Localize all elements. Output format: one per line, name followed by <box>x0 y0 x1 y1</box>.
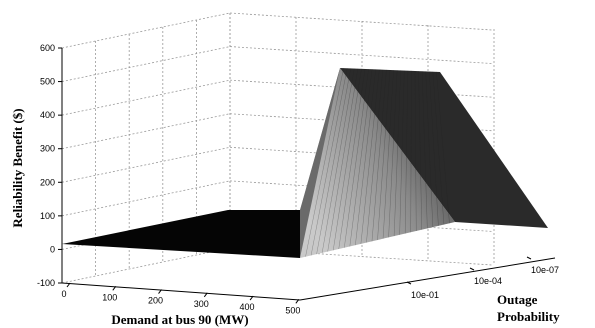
surface-mesh-line <box>388 70 398 238</box>
surface-mesh-line <box>377 69 391 241</box>
surface-mesh-line <box>338 68 366 250</box>
surface-mesh-line <box>429 71 439 226</box>
x-tick-label: 500 <box>285 305 300 315</box>
axes-box <box>61 48 556 301</box>
y-axis-ticks: 10e-01 10e-04 10e-07 <box>406 256 559 300</box>
surface-mesh-line <box>432 71 445 225</box>
grid-line-horizontal <box>61 46 231 82</box>
x-tick-label: 200 <box>148 296 163 306</box>
x-tick-mark <box>158 289 162 294</box>
surface-mesh-line <box>421 71 428 229</box>
surface-mesh-line <box>333 68 362 251</box>
y-tick-label: 10e-04 <box>474 276 502 286</box>
grid-line-horizontal <box>61 79 231 116</box>
x-axis-ticks: 0 100 200 300 400 500 <box>61 282 300 315</box>
surface-mesh-line <box>355 69 376 246</box>
surface-mesh-line <box>316 68 351 255</box>
x-tick-label: 400 <box>240 302 255 312</box>
y-tick-label: 10e-01 <box>411 290 439 300</box>
surface-mesh-line <box>310 68 348 256</box>
z-tick-label: 300 <box>40 144 55 154</box>
grid-line-horizontal <box>61 113 231 150</box>
surface-mesh-line <box>344 69 369 248</box>
x-tick-mark <box>295 299 300 304</box>
surface-mesh-line <box>425 71 434 228</box>
y-axis-title-line1: Outage <box>497 292 538 307</box>
z-tick-label: 100 <box>40 211 55 221</box>
surface-mesh-line <box>414 70 417 232</box>
x-tick-mark <box>66 282 71 288</box>
surface-flat-region <box>62 210 300 258</box>
z-tick-label: 600 <box>40 43 55 53</box>
surface-mesh-line <box>393 70 401 237</box>
x-axis-title: Demand at bus 90 (MW) <box>111 312 248 327</box>
surface-mesh-line <box>399 70 405 235</box>
grid-line-horizontal <box>229 46 493 64</box>
y-tick-mark <box>469 267 475 271</box>
x-tick-mark <box>112 285 117 291</box>
x-tick-label: 300 <box>194 299 209 309</box>
surface-back-slope <box>340 68 548 228</box>
y-axis-line <box>299 257 556 301</box>
z-tick-label: 0 <box>50 244 55 254</box>
z-tick-label: 200 <box>40 177 55 187</box>
z-tick-label: 500 <box>40 77 55 87</box>
surface-mesh-line <box>382 70 394 239</box>
z-axis-title: Reliability Benefit ($) <box>10 108 25 227</box>
surface-mesh-line <box>371 69 387 242</box>
x-tick-label: 100 <box>102 292 117 302</box>
surface-ridge-edge <box>300 68 340 258</box>
x-tick-label: 0 <box>61 289 66 299</box>
x-tick-mark <box>249 295 254 301</box>
surface-mesh-line <box>360 69 380 244</box>
grid-line-horizontal <box>229 12 493 31</box>
surface-mesh <box>305 68 450 257</box>
y-axis-title-line2: Probability <box>497 309 560 324</box>
surface-mesh-line <box>405 70 409 234</box>
x-axis-line <box>61 282 301 301</box>
y-tick-mark <box>406 281 412 285</box>
surface-mesh-line <box>305 68 344 257</box>
surface-mesh-line <box>418 71 422 230</box>
grid-line-horizontal <box>61 180 231 217</box>
y-tick-label: 10e-07 <box>531 265 559 275</box>
surface-mesh-line <box>349 69 373 247</box>
z-axis-ticks: -100 0 100 200 300 400 500 600 <box>37 43 62 288</box>
z-tick-label: -100 <box>37 278 55 288</box>
surface-mesh-line <box>410 70 412 233</box>
grid-line-horizontal <box>61 146 231 183</box>
grid-line-horizontal <box>61 247 231 284</box>
surface-mesh-line <box>327 68 359 252</box>
surface-mesh-line <box>366 69 384 243</box>
grid-line-horizontal <box>61 12 231 49</box>
surface-mesh-line <box>321 68 355 253</box>
y-tick-mark <box>526 256 532 260</box>
surface-mesh-line <box>436 71 450 224</box>
surface <box>62 68 548 258</box>
x-tick-mark <box>203 292 208 298</box>
z-tick-label: 400 <box>40 110 55 120</box>
